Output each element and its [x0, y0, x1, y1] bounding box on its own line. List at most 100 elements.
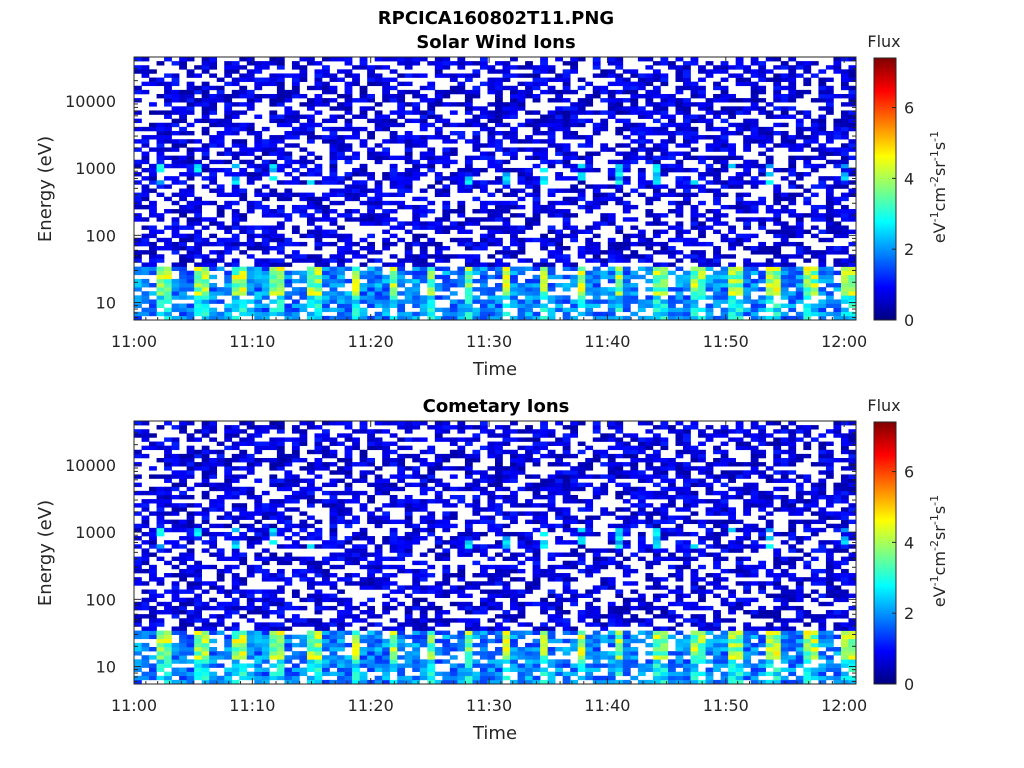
heatmap-cell — [667, 200, 676, 206]
heatmap-cell — [780, 209, 789, 214]
heatmap-cell — [540, 241, 548, 247]
heatmap-cell — [306, 536, 315, 541]
heatmap-cell — [344, 295, 353, 300]
heatmap-cell — [442, 135, 451, 140]
heatmap-cell — [156, 634, 165, 640]
heatmap-cell — [194, 118, 202, 124]
heatmap-cell — [261, 560, 270, 566]
heatmap-cell — [306, 544, 315, 549]
heatmap-cell — [487, 159, 496, 165]
heatmap-cell — [517, 229, 526, 234]
heatmap-cell — [698, 225, 706, 230]
heatmap-cell — [367, 266, 375, 271]
heatmap-cell — [314, 315, 323, 321]
heatmap-cell — [525, 283, 533, 288]
heatmap-cell — [299, 209, 308, 214]
heatmap-cell — [487, 262, 496, 267]
heatmap-cell — [141, 126, 150, 132]
heatmap-cell — [171, 307, 180, 313]
heatmap-cell — [179, 429, 187, 434]
heatmap-cell — [171, 163, 180, 169]
heatmap-cell — [186, 564, 195, 570]
heatmap-cell — [149, 126, 157, 132]
heatmap-cell — [728, 155, 736, 161]
heatmap-cell — [810, 167, 819, 173]
heatmap-cell — [637, 130, 646, 136]
heatmap-cell — [306, 254, 315, 259]
heatmap-cell — [683, 77, 691, 82]
heatmap-cell — [397, 81, 406, 87]
heatmap-cell — [201, 184, 210, 189]
heatmap-cell — [149, 466, 157, 471]
heatmap-cell — [765, 110, 774, 115]
heatmap-cell — [224, 110, 233, 115]
heatmap-cell — [134, 679, 142, 685]
heatmap-cell — [291, 303, 300, 308]
heatmap-cell — [667, 151, 676, 156]
heatmap-cell — [743, 204, 752, 210]
heatmap-cell — [337, 262, 345, 267]
heatmap-cell — [803, 69, 812, 74]
heatmap-cell — [201, 531, 210, 537]
heatmap-cell — [577, 192, 586, 198]
heatmap-cell — [472, 135, 481, 140]
heatmap-cell — [239, 593, 248, 598]
heatmap-cell — [803, 287, 812, 292]
heatmap-cell — [306, 585, 315, 590]
heatmap-cell — [389, 287, 398, 292]
heatmap-cell — [720, 299, 729, 304]
heatmap-cell — [156, 544, 165, 549]
heatmap-cell — [314, 307, 323, 313]
heatmap-cell — [495, 106, 503, 111]
heatmap-cell — [464, 102, 473, 107]
heatmap-cell — [246, 163, 255, 169]
heatmap-cell — [547, 98, 556, 103]
heatmap-cell — [803, 196, 812, 202]
heatmap-cell — [683, 254, 691, 259]
heatmap-cell — [201, 155, 210, 161]
heatmap-cell — [705, 147, 714, 152]
heatmap-cell — [495, 287, 503, 292]
heatmap-cell — [555, 118, 563, 124]
heatmap-cell — [306, 180, 315, 185]
heatmap-cell — [179, 287, 187, 292]
heatmap-cell — [637, 135, 646, 140]
heatmap-cell — [164, 135, 172, 140]
heatmap-cell — [562, 299, 571, 304]
heatmap-cell — [367, 69, 375, 74]
heatmap-cell — [517, 299, 526, 304]
heatmap-cell — [419, 295, 428, 300]
heatmap-cell — [194, 266, 202, 271]
heatmap-cell — [397, 291, 406, 296]
heatmap-cell — [299, 274, 308, 280]
heatmap-cell — [306, 204, 315, 210]
heatmap-cell — [261, 527, 270, 533]
heatmap-cell — [329, 151, 338, 156]
heatmap-cell — [622, 254, 631, 259]
heatmap-cell — [479, 237, 488, 243]
heatmap-cell — [186, 486, 195, 492]
heatmap-cell — [231, 494, 240, 500]
heatmap-cell — [479, 81, 488, 87]
heatmap-cell — [419, 122, 428, 128]
heatmap-cell — [479, 143, 488, 148]
heatmap-cell — [645, 57, 654, 62]
heatmap-cell — [442, 163, 451, 169]
heatmap-cell — [389, 118, 398, 124]
heatmap-cell — [216, 453, 225, 459]
heatmap-cell — [713, 299, 721, 304]
heatmap-cell — [412, 73, 421, 78]
heatmap-cell — [615, 159, 624, 165]
heatmap-cell — [570, 114, 579, 119]
heatmap-cell — [141, 65, 150, 70]
heatmap-cell — [600, 217, 609, 222]
heatmap-cell — [570, 118, 579, 124]
heatmap-cell — [344, 303, 353, 308]
heatmap-cell — [397, 102, 406, 107]
heatmap-cell — [314, 531, 323, 537]
heatmap-cell — [134, 217, 142, 222]
heatmap-cell — [667, 246, 676, 251]
heatmap-cell — [630, 233, 639, 239]
heatmap-cell — [840, 77, 849, 82]
heatmap-cell — [570, 213, 579, 218]
